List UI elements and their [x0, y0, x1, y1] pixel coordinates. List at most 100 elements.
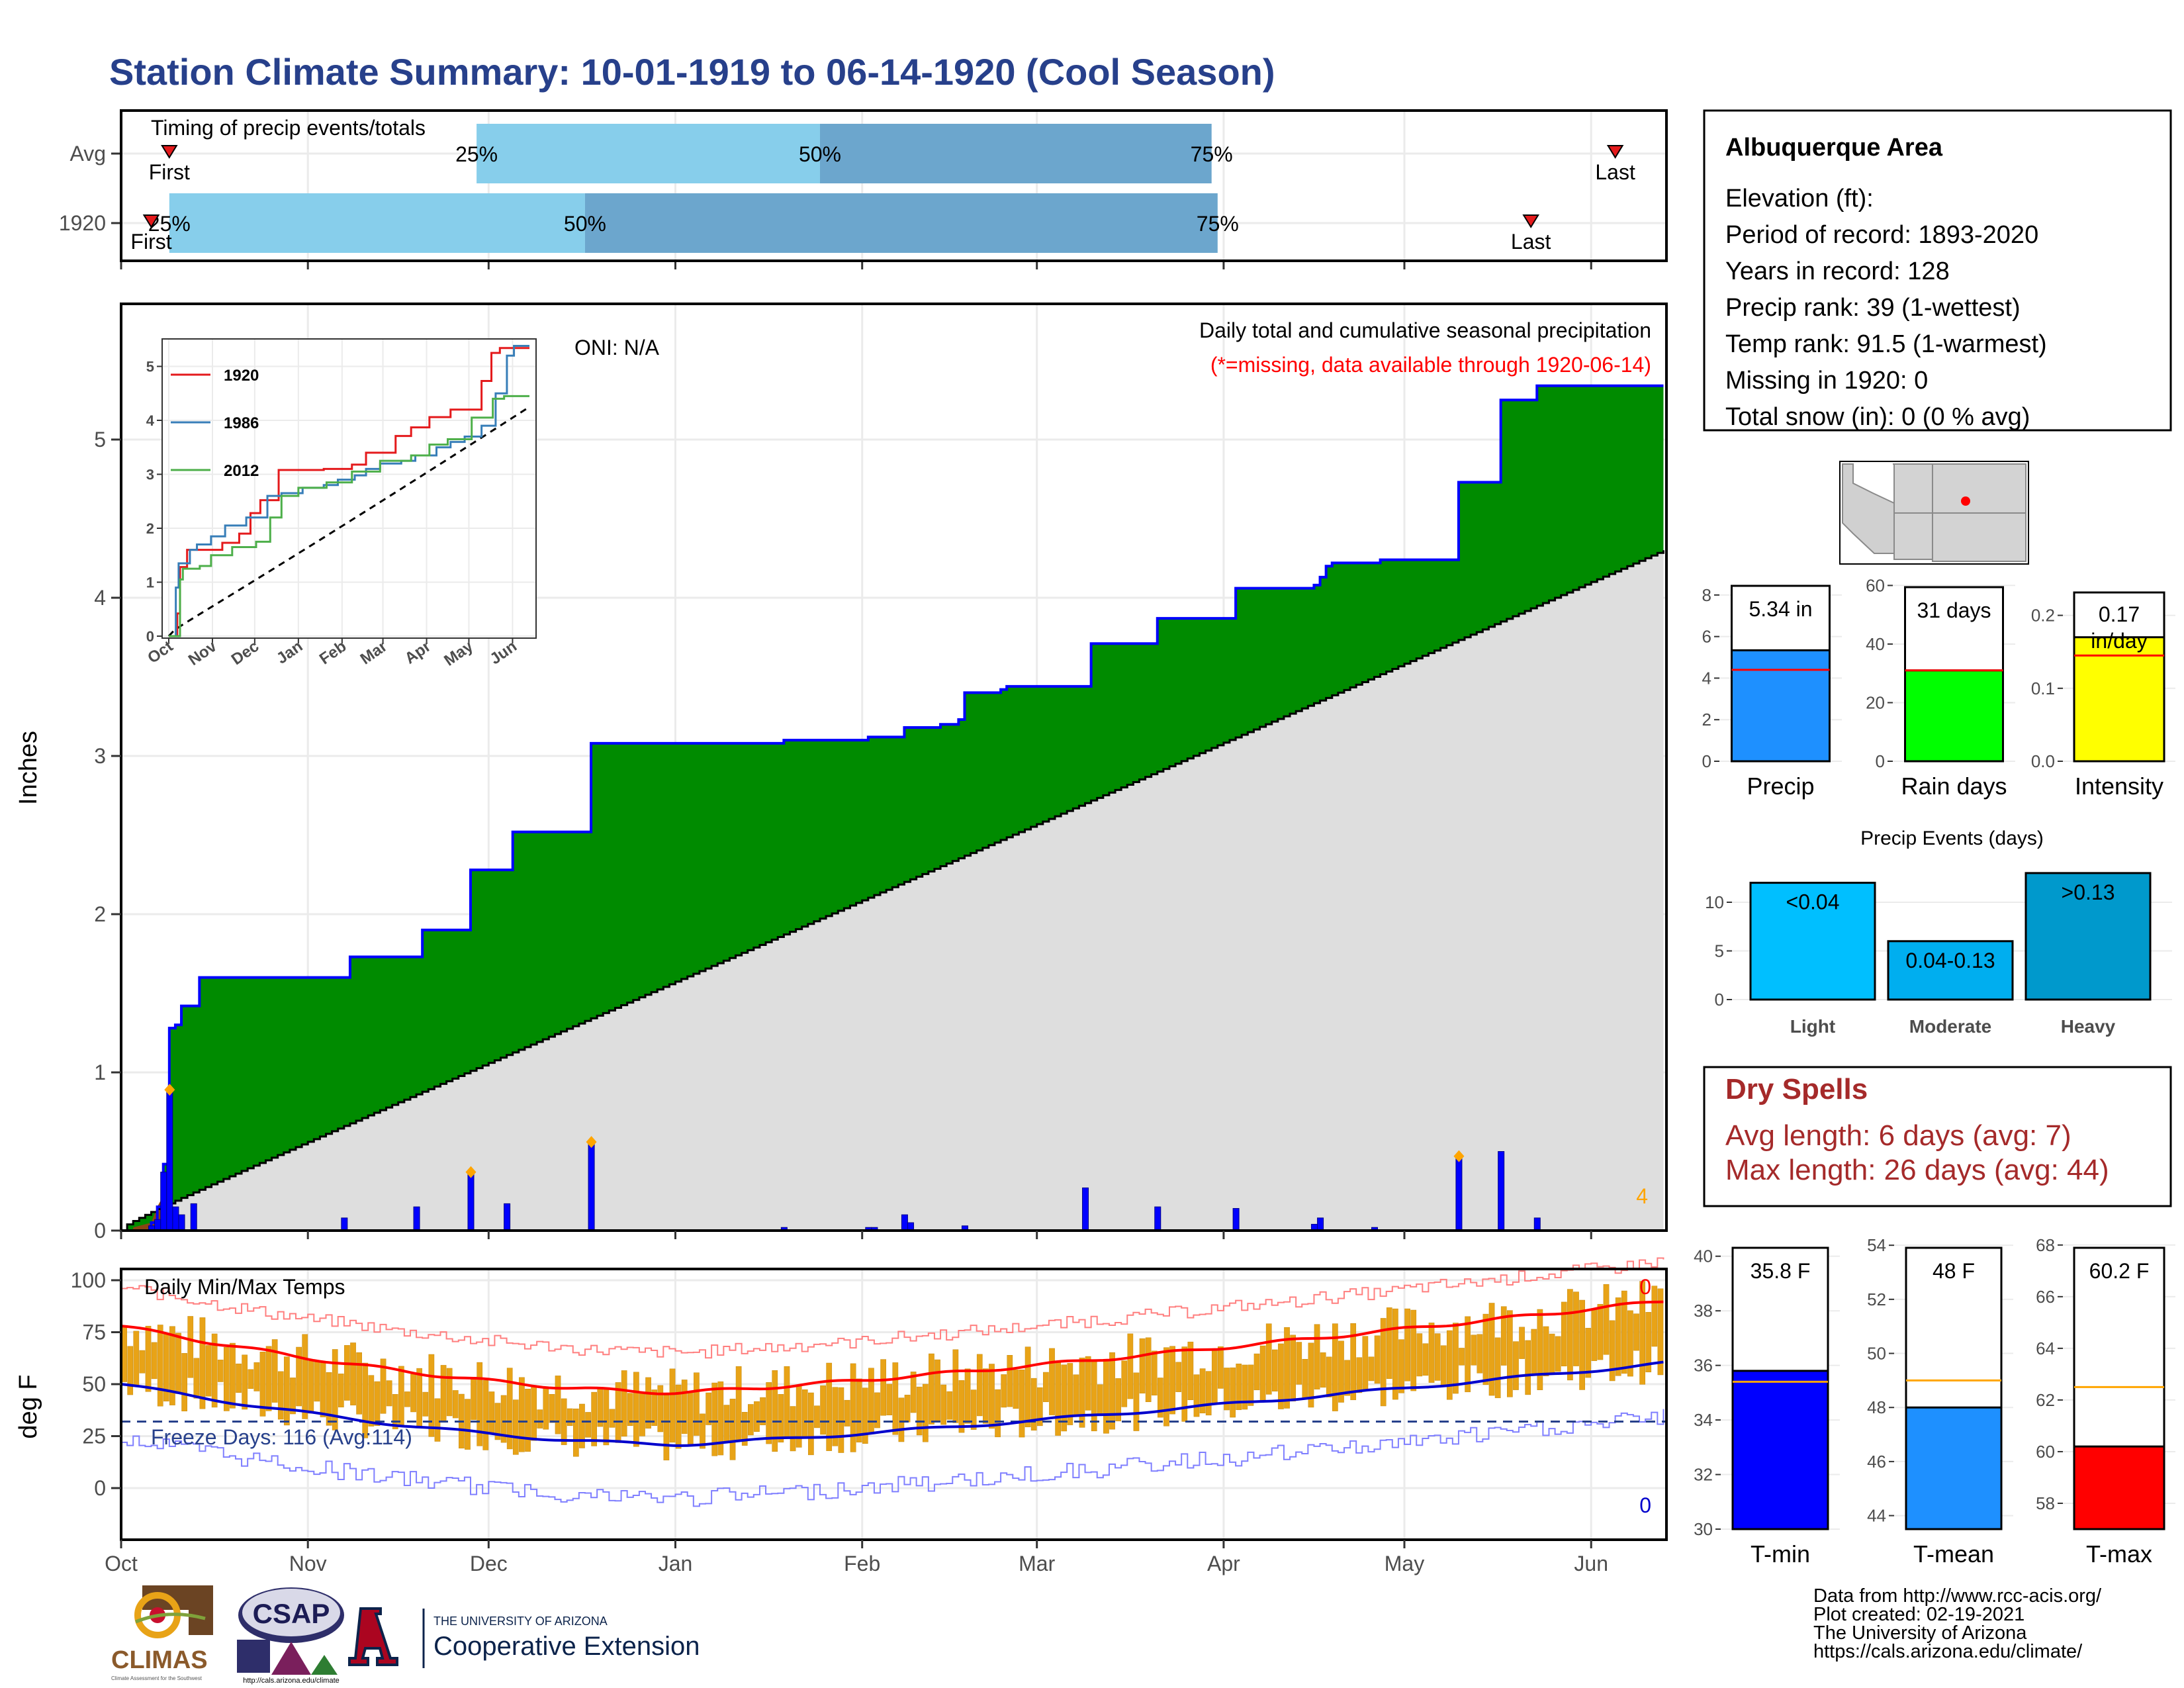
daily-temp-range-bar	[1621, 1290, 1627, 1374]
daily-temp-range-bar	[1055, 1361, 1061, 1436]
value-label: 48 F	[1933, 1259, 1975, 1283]
y-tick-label: 50	[1867, 1344, 1886, 1364]
location-map	[1839, 461, 2029, 565]
daily-temp-range-bar	[1115, 1378, 1121, 1422]
daily-temp-range-bar	[1061, 1364, 1068, 1432]
csap-url: http://cals.arizona.edu/climate	[243, 1677, 340, 1685]
daily-temp-range-bar	[446, 1368, 453, 1417]
mini-bar-chart: 58 60 62 64 66 68 60.2 F T-max	[2036, 1235, 2175, 1568]
daily-temp-range-bar	[1477, 1334, 1483, 1374]
daily-precip-bar	[413, 1206, 420, 1231]
inset-series-line	[169, 395, 529, 637]
daily-temp-range-bar	[1471, 1335, 1477, 1366]
timing-p75-label: 75%	[1197, 212, 1239, 236]
daily-temp-range-bar	[964, 1368, 971, 1424]
y-tick-label: 1	[94, 1060, 106, 1084]
credit-line: https://cals.arizona.edu/climate/	[1813, 1641, 2083, 1662]
event-category-label: Heavy	[2061, 1016, 2116, 1037]
daily-temp-range-bar	[1073, 1374, 1079, 1417]
daily-temp-range-bar	[1639, 1281, 1645, 1385]
credits: Data from http://www.rcc-acis.org/ Plot …	[1813, 1585, 2102, 1662]
daily-temp-range-bar	[253, 1362, 260, 1391]
station-info-line: Elevation (ft):	[1725, 185, 1874, 212]
daily-temp-range-bar	[1187, 1341, 1194, 1401]
event-bar	[1887, 940, 2014, 1001]
daily-temp-range-bar	[603, 1388, 610, 1446]
daily-temp-range-bar	[1350, 1323, 1357, 1401]
station-info-line: Years in record: 128	[1725, 258, 1950, 285]
chart-label: T-max	[2086, 1540, 2152, 1568]
y-tick-label: 66	[2036, 1287, 2055, 1307]
daily-temp-range-bar	[784, 1366, 790, 1436]
chart-label: Precip	[1747, 773, 1814, 800]
ua-name: THE UNIVERSITY OF ARIZONA	[433, 1615, 608, 1628]
daily-temp-range-bar	[482, 1380, 489, 1450]
temperature-bar-charts: 30 32 34 36 38 40 35.8 F T-min 44 46 48 50 52 54 48 F T…	[1694, 1235, 2175, 1568]
daily-temp-range-bar	[1242, 1364, 1248, 1410]
first-event-marker	[142, 214, 160, 228]
daily-temp-range-bar	[898, 1397, 905, 1442]
daily-temp-range-bar	[428, 1354, 435, 1437]
daily-temp-range-bar	[1651, 1286, 1658, 1347]
y-tick-label: 38	[1694, 1301, 1713, 1321]
timing-title: Timing of precip events/totals	[151, 116, 426, 140]
daily-temp-range-bar	[537, 1409, 543, 1429]
daily-temp-range-bar	[284, 1356, 290, 1426]
daily-temp-range-bar	[760, 1397, 766, 1425]
daily-temp-range-bar	[1199, 1368, 1206, 1413]
last-event-marker	[1606, 145, 1624, 159]
daily-temp-range-bar	[265, 1346, 272, 1411]
timing-row-label: Avg	[69, 142, 106, 165]
y-tick-label: 32	[1694, 1465, 1713, 1485]
daily-temp-range-bar	[133, 1331, 140, 1387]
daily-temp-range-bar	[338, 1374, 344, 1408]
y-tick-label: 4	[94, 586, 106, 610]
daily-temp-range-bar	[946, 1391, 953, 1420]
heavy-precip-marker	[164, 1084, 175, 1096]
daily-temp-range-bar	[657, 1385, 664, 1432]
y-tick-label: 58	[2036, 1493, 2055, 1513]
daily-temp-range-bar	[1465, 1316, 1471, 1393]
inset-month-label: Mar	[357, 637, 390, 669]
daily-temp-range-bar	[374, 1381, 381, 1426]
timing-p25-label: 25%	[455, 142, 498, 166]
daily-temp-range-bar	[1440, 1345, 1447, 1387]
daily-temp-range-bar	[1320, 1352, 1326, 1388]
value-bar	[1731, 649, 1831, 763]
dry-spells-avg: Avg length: 6 days (avg: 7)	[1725, 1119, 2071, 1152]
daily-temp-range-bar	[1145, 1337, 1152, 1402]
daily-temp-range-bar	[205, 1345, 212, 1397]
daily-temp-range-bar	[1488, 1303, 1495, 1396]
y-tick-label: 36	[1694, 1356, 1713, 1376]
daily-temp-range-bar	[1175, 1362, 1182, 1392]
cumulative-precip-line	[121, 384, 1664, 1232]
daily-temp-range-bar	[645, 1377, 651, 1429]
daily-temp-range-bar	[398, 1366, 404, 1427]
daily-temp-range-bar	[404, 1391, 410, 1407]
ua-extension: Cooperative Extension	[433, 1632, 700, 1661]
daily-temp-range-bar	[1356, 1357, 1363, 1393]
daily-precip-bar	[588, 1141, 595, 1231]
daily-temp-range-bar	[1537, 1309, 1543, 1390]
y-tick-label: 40	[1866, 634, 1885, 654]
daily-temp-range-bar	[1507, 1310, 1513, 1397]
daily-temp-range-bar	[1133, 1372, 1140, 1431]
dry-spells-max: Max length: 26 days (avg: 44)	[1725, 1154, 2109, 1186]
inset-y-tick-label: 4	[146, 412, 155, 429]
event-range-label: 0.04-0.13	[1905, 949, 1995, 972]
csap-wordmark: CSAP	[253, 1598, 330, 1629]
month-label: Nov	[289, 1552, 327, 1575]
daily-temp-range-bar	[1308, 1342, 1314, 1408]
daily-temp-range-bar	[1067, 1363, 1073, 1425]
daily-temp-range-bar	[1645, 1312, 1652, 1373]
daily-temp-range-bar	[169, 1326, 175, 1405]
daily-temp-range-bar	[1404, 1308, 1410, 1382]
daily-temp-range-bar	[236, 1363, 242, 1393]
daily-temp-range-bar	[1049, 1348, 1055, 1415]
daily-temp-range-bar	[1211, 1348, 1218, 1405]
daily-temp-range-bar	[1482, 1313, 1489, 1385]
y-tick-label: 40	[1694, 1246, 1713, 1266]
daily-temp-range-bar	[555, 1376, 561, 1434]
daily-precip-bar	[1533, 1217, 1541, 1231]
